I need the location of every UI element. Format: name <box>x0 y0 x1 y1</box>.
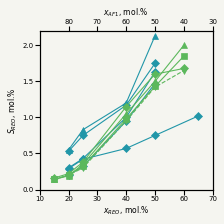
X-axis label: $x_{REO}$, mol.%: $x_{REO}$, mol.% <box>103 205 149 217</box>
Y-axis label: $S_{REO}$, mol.%: $S_{REO}$, mol.% <box>7 87 19 134</box>
X-axis label: $x_{AF1}$, mol.%: $x_{AF1}$, mol.% <box>103 7 149 19</box>
